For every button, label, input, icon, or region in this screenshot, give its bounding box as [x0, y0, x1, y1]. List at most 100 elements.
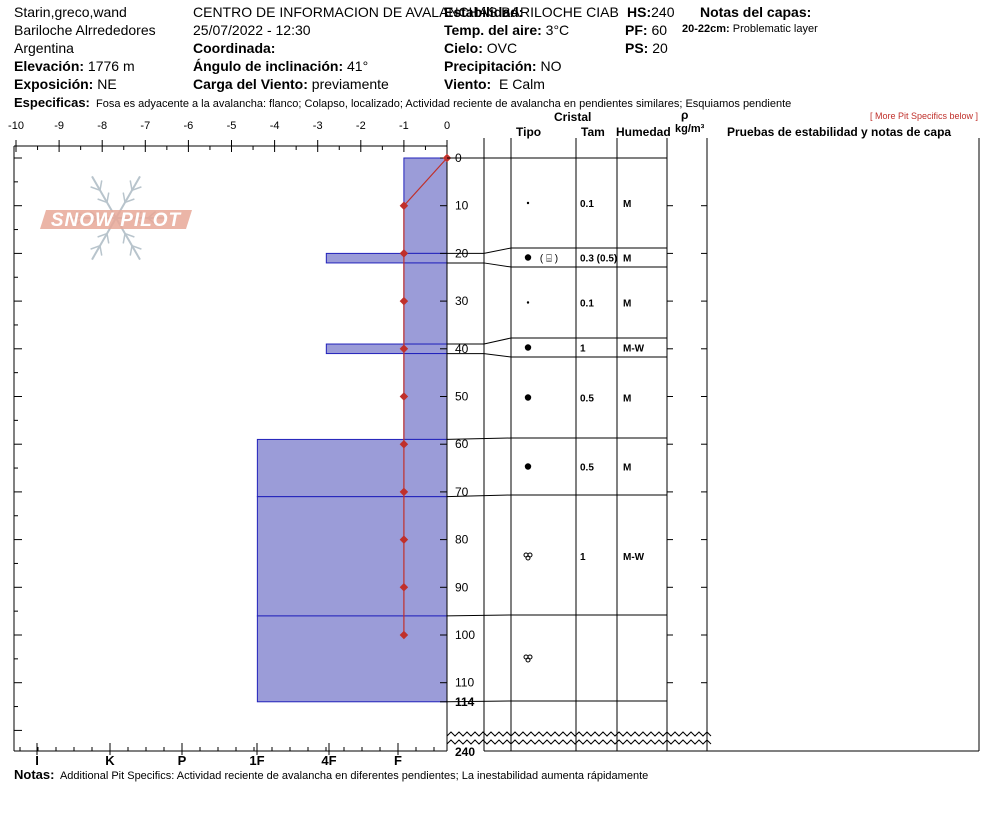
grain-small-dot-icon [526, 201, 530, 205]
temp-tick-label: -1 [399, 120, 409, 132]
depth-label: 100 [455, 628, 475, 642]
snowflake-branch [131, 186, 142, 191]
pit-depth: PF: 60 [625, 23, 667, 37]
snowflake-branch [106, 192, 110, 203]
snowflake-branch [124, 232, 135, 238]
depth-label: 10 [455, 199, 469, 213]
air-temp: Temp. del aire: 3°C [444, 23, 569, 37]
hardness-layer [325, 252, 448, 264]
grain-cluster-icon [525, 555, 531, 561]
break-line [446, 731, 712, 737]
grain-rounded-icon [524, 254, 532, 261]
temperature-point [399, 249, 409, 258]
location: Bariloche Alrrededores [14, 22, 156, 38]
temperature-point [399, 487, 409, 497]
depth-label: 30 [455, 294, 469, 308]
temperature-point [399, 201, 409, 210]
snowflake-branch [129, 180, 133, 191]
air-temp-label: Temp. del aire: [444, 22, 542, 38]
grain-size-cell: 0.3 (0.5) [580, 254, 617, 265]
row-connector [446, 614, 512, 617]
temperature-point [399, 439, 409, 449]
wind-label: Viento: [444, 76, 492, 92]
elevation-label: Elevación: [14, 58, 85, 74]
snowflake-branch [106, 233, 110, 244]
grain-rounded-icon [524, 463, 532, 470]
row-connector [483, 337, 512, 345]
grain-rounded-icon [524, 394, 532, 401]
grain-secondary-icon: ( ⌸ ) [540, 254, 558, 265]
row-connector [446, 494, 512, 498]
temp-tick-label: -7 [140, 120, 150, 132]
snowflake-branch [122, 192, 126, 203]
hardness-label: I [35, 753, 39, 768]
snowflake-branch [99, 180, 103, 191]
hs-label: HS: [627, 4, 652, 20]
hardness-label: 4F [321, 753, 336, 768]
temp-tick-label: -2 [356, 120, 366, 132]
temperature-point [399, 296, 409, 306]
hardness-layer [403, 353, 448, 440]
grain-size-cell: 0.5 [580, 463, 594, 474]
hardness-layer [256, 438, 448, 498]
precipitation: Precipitación: NO [444, 59, 561, 73]
snowflake-branch [90, 186, 101, 191]
snowflake-branch [129, 245, 133, 256]
grain-size-cell: 1 [580, 552, 586, 563]
temp-tick-label: -10 [8, 120, 24, 132]
slope-value: 41° [347, 58, 369, 74]
temp-tick-label: -4 [270, 120, 280, 132]
coordinate: Coordinada: [193, 41, 275, 55]
temp-tick-label: 0 [444, 120, 450, 132]
temperature-point [399, 344, 409, 354]
tests-header: Pruebas de estabilidad y notas de capa [727, 125, 952, 139]
country: Argentina [14, 40, 74, 56]
moisture-cell: M-W [623, 552, 645, 563]
moisture-cell: M [623, 463, 631, 474]
temp-tick-label: -9 [54, 120, 64, 132]
snow-height: HS:240 [625, 4, 675, 20]
center-name: CENTRO DE INFORMACION DE AVALANCHAS BARI… [193, 4, 619, 20]
density-unit-header: kg/m³ [675, 123, 705, 135]
rho-header: ρ [681, 108, 689, 122]
footer-notes: Notas: Additional Pit Specifics: Activid… [14, 768, 648, 782]
datetime: 25/07/2022 - 12:30 [193, 22, 311, 38]
hardness-layer [256, 496, 448, 617]
moisture-cell: M [623, 299, 631, 310]
elevation-value: 1776 m [87, 58, 135, 74]
moisture-cell: M [623, 394, 631, 405]
pf-value: 60 [651, 22, 668, 38]
snowflake-branch [90, 245, 101, 250]
more-specifics-link[interactable]: [ More Pit Specifics below ] [870, 111, 979, 121]
notes-label: Notas: [14, 767, 55, 782]
watermark-text: SNOW PILOT [51, 210, 182, 231]
sky-label: Cielo: [444, 40, 483, 56]
moisture-header: Humedad [616, 125, 671, 139]
slope-label: Ángulo de inclinación: [193, 58, 344, 74]
depth-label: 50 [455, 390, 469, 404]
specifics: Especificas: Fosa es adyacente a la aval… [14, 96, 791, 110]
grain-size-cell: 0.5 [580, 394, 594, 405]
temp-tick-label: -6 [184, 120, 194, 132]
snowflake-branch [97, 198, 108, 204]
depth-label: 60 [455, 437, 469, 451]
ps-label: PS: [625, 40, 649, 56]
depth-label: 70 [455, 485, 469, 499]
aspect: Exposición: NE [14, 77, 117, 91]
moisture-cell: M-W [623, 344, 645, 355]
snowflake-branch [99, 245, 103, 256]
layer-note-text: Problematic layer [732, 23, 818, 35]
observers: Starin,greco,wand [14, 4, 127, 20]
slope-angle: Ángulo de inclinación: 41° [193, 59, 368, 73]
hardness-label: P [178, 753, 187, 768]
layer-note: 20-22cm: Problematic layer [682, 24, 818, 35]
grain-size-cell: 0.1 [580, 299, 594, 310]
air-temp-value: 3°C [545, 22, 570, 38]
depth-label: 90 [455, 580, 469, 594]
temp-tick-label: -5 [227, 120, 237, 132]
break-line [446, 739, 712, 745]
hs-value: 240 [651, 4, 675, 20]
precip-value: NO [540, 58, 562, 74]
wind-load-value: previamente [311, 76, 389, 92]
snowflake-branch [131, 245, 142, 250]
